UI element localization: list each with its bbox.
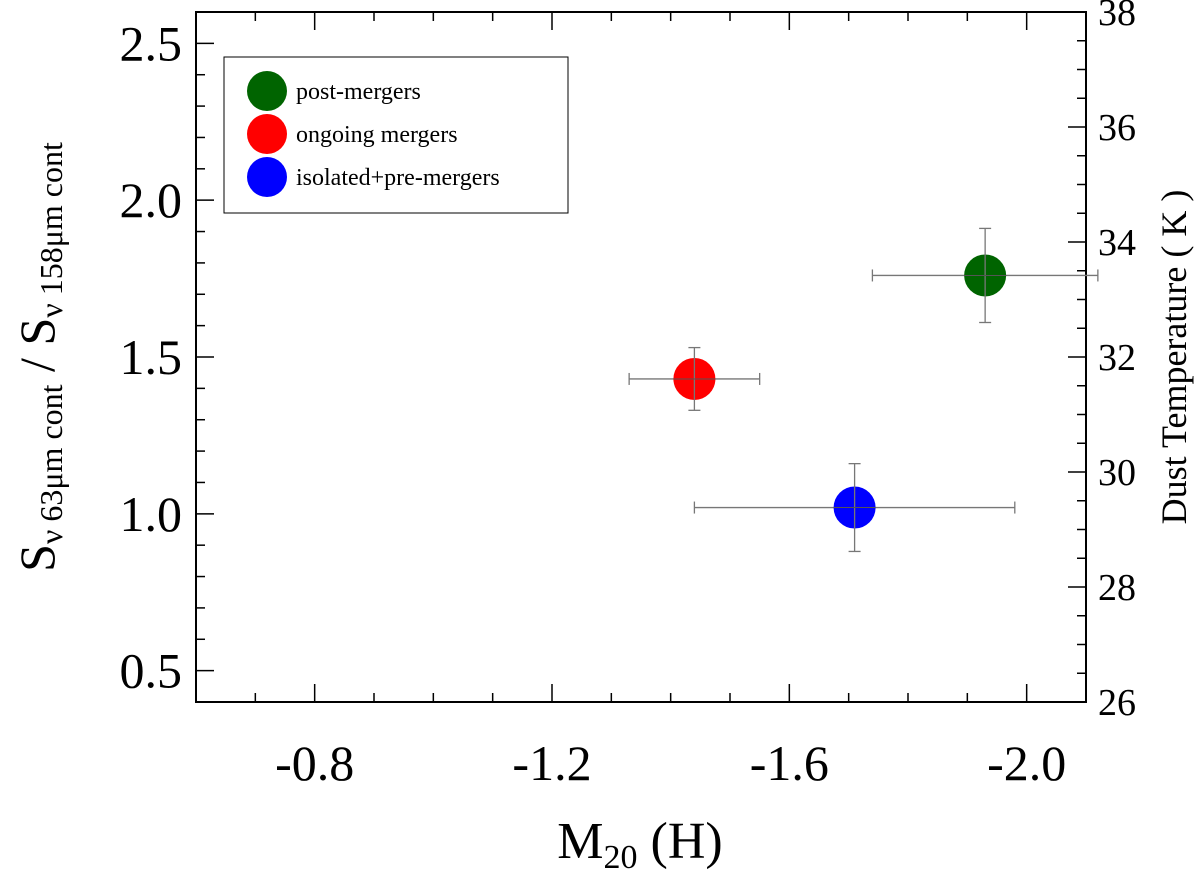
x-tick-label: -2.0 [987,735,1066,791]
point-post-mergers [871,227,1099,324]
x-tick-label: -1.2 [512,735,591,791]
legend-marker [247,71,287,111]
legend-marker [247,114,287,154]
y-label-s1: S [9,544,65,572]
legend-label: isolated+pre-mergers [296,165,500,191]
x-tick-label: -0.8 [275,735,354,791]
y-axis-label: Sν 63μm cont / Sν 158μm cont [9,142,69,572]
y2-tick-label: 30 [1098,452,1136,494]
legend-item: ongoing mergers [247,114,458,154]
x-label-suffix: (H) [638,813,723,870]
legend-label: post-mergers [296,79,421,105]
y-tick-label: 2.0 [120,172,183,228]
legend-item: isolated+pre-mergers [247,157,500,197]
x-axis-label: M20 (H) [557,813,722,871]
y2-tick-label: 34 [1098,222,1136,264]
y2-tick-label: 28 [1098,567,1136,609]
point-ongoing-mergers [628,346,761,411]
y-tick-label: 2.5 [120,15,183,71]
y-tick-label: 0.5 [120,643,183,699]
legend: post-mergers ongoing mergers isolated+pre-… [223,56,569,214]
x-label-main: M [557,813,603,870]
y2-tick-label: 38 [1098,0,1136,34]
legend-label: ongoing mergers [296,122,458,148]
tick-labels: -0.8 -1.2 -1.6 -2.0 0.5 1.0 1.5 2.0 2.5 26 28 30 32 3… [120,0,1137,791]
ticks [195,11,1087,703]
y-label-s2: S [9,318,65,346]
data-points [628,227,1099,553]
y2-tick-label: 32 [1098,337,1136,379]
x-label-sub: 20 [604,839,638,871]
legend-marker [247,157,287,197]
y2-tick-label: 26 [1098,682,1136,724]
y-label-sep: / [9,346,65,385]
x-tick-label: -1.6 [750,735,829,791]
y-tick-label: 1.0 [120,486,183,542]
legend-item: post-mergers [247,71,421,111]
y2-axis-label: Dust Temperature ( K ) [1154,190,1194,525]
y-label-sub2: ν 158μm cont [33,142,69,318]
point-isolated-pre-mergers [693,462,1016,553]
y-label-sub1: ν 63μm cont [33,384,69,544]
y2-tick-label: 36 [1098,107,1136,149]
y-tick-label: 1.5 [120,329,183,385]
